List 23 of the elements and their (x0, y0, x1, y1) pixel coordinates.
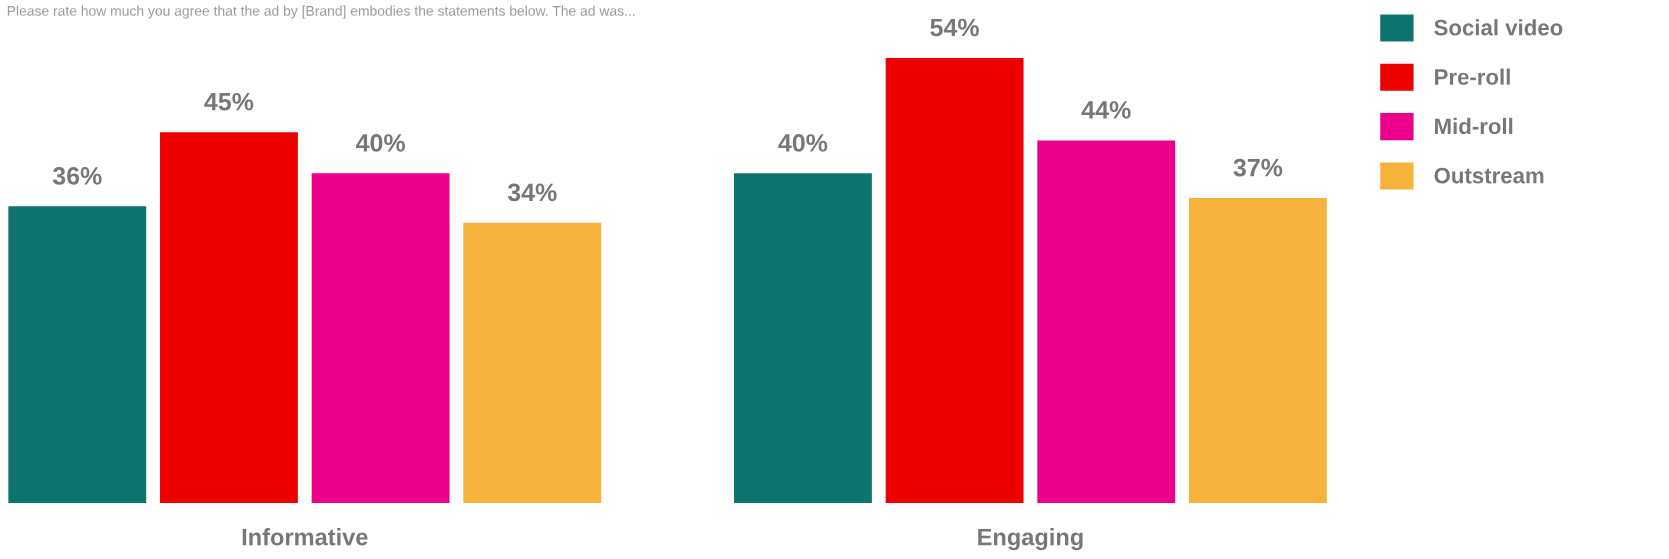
legend-label: Social video (1434, 19, 1563, 36)
data-label: 37% (1233, 158, 1283, 177)
bar (734, 173, 872, 504)
legend-label: Mid-roll (1435, 117, 1513, 135)
data-label: 40% (778, 134, 828, 152)
text: Please rate how much you agree that the ad by [Brand] embodies the statements below. The ad was... (7, 5, 635, 19)
data-label: 54% (930, 18, 979, 37)
bar (885, 57, 1024, 504)
bar (1188, 198, 1327, 504)
data-label: 45% (204, 92, 254, 111)
legend-label: Outstream (1434, 167, 1544, 184)
x-tick-label: Engaging (978, 528, 1083, 551)
bar (160, 132, 298, 504)
data-label: 36% (52, 167, 102, 185)
legend-label: Pre-roll (1435, 68, 1510, 85)
bar (311, 173, 450, 504)
bar (8, 206, 147, 504)
bar (463, 222, 602, 504)
data-label: 34% (507, 183, 557, 202)
data-label: 44% (1081, 101, 1131, 119)
bar (1037, 140, 1176, 504)
x-tick-label: Informative (242, 528, 368, 546)
data-label: 40% (355, 134, 405, 152)
